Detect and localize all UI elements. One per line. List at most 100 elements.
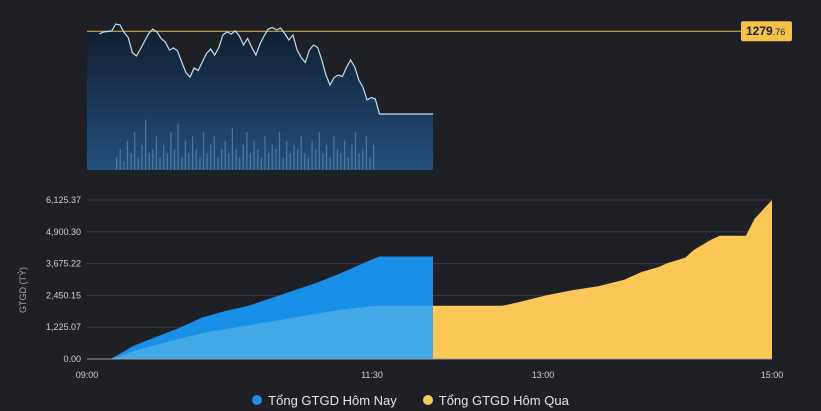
volume-bar [163, 144, 165, 170]
volume-bar [166, 153, 168, 170]
volume-bar [228, 153, 230, 170]
volume-bar [224, 140, 226, 170]
volume-bar [242, 144, 244, 170]
volume-bar [170, 132, 172, 170]
volume-bar [188, 153, 190, 170]
volume-bar [340, 153, 342, 170]
legend-item-today[interactable]: Tổng GTGD Hôm Nay [252, 390, 397, 410]
volume-bar [260, 157, 262, 170]
volume-bar [210, 144, 212, 170]
volume-bar [336, 149, 338, 170]
volume-bar [206, 153, 208, 170]
y-tick-label: 4,900.30 [46, 227, 81, 237]
legend-label-yesterday: Tổng GTGD Hôm Qua [438, 392, 569, 408]
x-tick-label: 11:30 [361, 370, 383, 380]
legend: Tổng GTGD Hôm Nay Tổng GTGD Hôm Qua [0, 390, 821, 410]
y-tick-label: 1,225.07 [46, 322, 81, 332]
volume-bar [199, 157, 201, 170]
volume-bar [257, 149, 259, 170]
y-tick-label: 2,450.15 [46, 290, 81, 300]
volume-bar [362, 149, 364, 170]
index-panel: 1279.76 [87, 21, 792, 170]
volume-bar [373, 144, 375, 170]
volume-bar [311, 140, 313, 170]
volume-bar [300, 136, 302, 170]
y-tick-label: 6,125.37 [46, 195, 81, 205]
volume-bar [354, 132, 357, 170]
volume-bar [304, 153, 306, 170]
legend-dot-today [252, 395, 263, 405]
volume-bar [155, 136, 157, 170]
volume-bar [195, 149, 197, 170]
volume-bar [282, 157, 284, 170]
volume-bar [369, 157, 371, 170]
volume-bar [235, 149, 237, 170]
index-line [99, 23, 433, 115]
reference-value-label: 1279.76 [746, 24, 785, 38]
volume-bar [173, 149, 176, 170]
volume-bar [221, 149, 223, 170]
volume-bar [181, 157, 183, 170]
volume-bar [213, 136, 215, 170]
y-tick-label: 0.00 [63, 354, 81, 364]
x-tick-label: 15:00 [761, 370, 784, 380]
volume-bar [137, 157, 139, 170]
volume-bar [246, 132, 248, 170]
volume-bar [159, 157, 161, 170]
volume-bar [271, 144, 273, 170]
volume-bar [141, 144, 143, 170]
volume-bar [293, 144, 295, 170]
volume-bar [253, 140, 255, 170]
volume-bar [249, 153, 252, 170]
x-tick-label: 09:00 [76, 370, 99, 380]
volume-bar [119, 149, 121, 170]
volume-bar [134, 132, 136, 170]
reference-badge-box [741, 21, 792, 42]
volume-bar [192, 136, 194, 170]
volume-bar [322, 153, 324, 170]
volume-bar [344, 140, 346, 170]
volume-bar [307, 157, 309, 170]
y-tick-label: 3,675.22 [46, 259, 81, 269]
volume-bar [217, 157, 219, 170]
volume-bar [264, 136, 266, 170]
legend-item-yesterday[interactable]: Tổng GTGD Hôm Qua [422, 390, 569, 410]
reference-value-fraction: .76 [773, 27, 786, 37]
x-tick-labels: 09:00 11:30 13:00 15:00 [76, 370, 784, 380]
volume-bar [126, 140, 129, 170]
turnover-panel: 0.00 1,225.07 2,450.15 3,675.22 4,900.30 6,12… [17, 195, 783, 380]
volume-bar [325, 144, 328, 170]
volume-bar [278, 132, 281, 170]
volume-bar [116, 157, 118, 170]
volume-bar [286, 140, 288, 170]
volume-bar [231, 128, 233, 170]
volume-bar [275, 149, 277, 170]
volume-bar [202, 132, 205, 170]
area-today-lower [87, 305, 433, 359]
volume-bar [268, 153, 270, 170]
volume-bar [184, 140, 186, 170]
volume-bar [130, 153, 132, 170]
volume-bar [333, 136, 335, 170]
volume-bar [347, 157, 349, 170]
volume-bar [315, 149, 317, 170]
reference-badge: 1279.76 [741, 21, 792, 42]
reference-value-main: 1279 [746, 24, 773, 38]
volume-bar [365, 136, 367, 170]
volume-bar [297, 149, 299, 170]
volume-bar [177, 123, 179, 170]
area-yesterday [433, 200, 772, 359]
y-tick-labels: 0.00 1,225.07 2,450.15 3,675.22 4,900.30 6,12… [46, 195, 81, 364]
volume-bar [123, 161, 125, 170]
volume-bar [318, 132, 320, 170]
volume-bar [145, 119, 147, 170]
volume-bar [329, 157, 331, 170]
index-area [87, 24, 433, 170]
volume-bar [148, 153, 150, 170]
volume-bar [289, 153, 291, 170]
y-axis-label: GTGD (TỶ) [17, 267, 28, 313]
volume-bar [152, 149, 154, 170]
volume-bar [239, 157, 241, 170]
legend-label-today: Tổng GTGD Hôm Nay [268, 392, 397, 408]
volume-bars [116, 119, 375, 170]
